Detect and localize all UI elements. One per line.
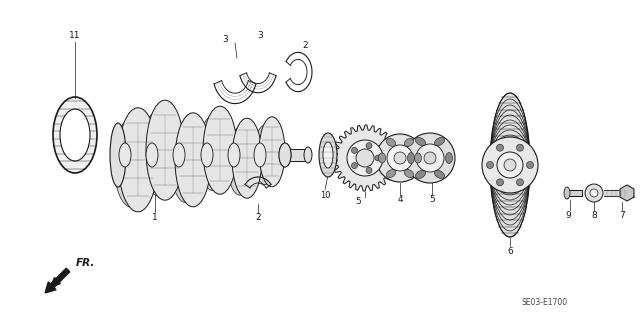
Ellipse shape [527, 161, 534, 168]
Ellipse shape [228, 143, 240, 167]
Ellipse shape [490, 93, 530, 237]
Ellipse shape [394, 152, 406, 164]
Ellipse shape [110, 123, 126, 187]
Ellipse shape [435, 170, 445, 179]
Ellipse shape [356, 149, 374, 167]
Ellipse shape [504, 159, 516, 171]
Ellipse shape [516, 144, 524, 151]
Ellipse shape [378, 153, 385, 163]
Text: 9: 9 [565, 211, 571, 219]
Ellipse shape [171, 123, 202, 203]
Ellipse shape [387, 170, 396, 177]
Ellipse shape [387, 138, 396, 146]
Ellipse shape [198, 116, 227, 190]
Ellipse shape [60, 109, 90, 161]
Ellipse shape [445, 152, 452, 164]
Ellipse shape [376, 134, 424, 182]
Polygon shape [285, 149, 308, 161]
Text: 4: 4 [397, 196, 403, 204]
Text: 2: 2 [302, 41, 308, 49]
Ellipse shape [279, 143, 291, 167]
Ellipse shape [435, 137, 445, 146]
Ellipse shape [53, 97, 97, 173]
Text: 8: 8 [591, 211, 597, 219]
Ellipse shape [416, 144, 444, 172]
Text: 6: 6 [507, 248, 513, 256]
Ellipse shape [347, 140, 383, 176]
Ellipse shape [482, 137, 538, 193]
Ellipse shape [323, 142, 333, 168]
Ellipse shape [259, 117, 285, 187]
Text: 5: 5 [355, 197, 361, 206]
Ellipse shape [366, 167, 372, 173]
Ellipse shape [351, 147, 358, 153]
Ellipse shape [319, 133, 337, 177]
Ellipse shape [590, 189, 598, 197]
Ellipse shape [114, 119, 148, 207]
Ellipse shape [585, 184, 603, 202]
Text: SE03-E1700: SE03-E1700 [522, 298, 568, 307]
Text: 2: 2 [255, 213, 261, 222]
Ellipse shape [387, 145, 413, 171]
Ellipse shape [227, 127, 253, 195]
Ellipse shape [279, 143, 291, 167]
Ellipse shape [415, 170, 426, 179]
Ellipse shape [254, 143, 266, 167]
Ellipse shape [146, 100, 184, 200]
Polygon shape [620, 185, 634, 201]
Ellipse shape [175, 113, 211, 207]
Ellipse shape [375, 155, 381, 161]
Ellipse shape [203, 106, 237, 194]
Text: 11: 11 [69, 31, 81, 40]
Ellipse shape [486, 161, 493, 168]
Ellipse shape [119, 143, 131, 167]
Ellipse shape [173, 143, 185, 167]
Polygon shape [567, 190, 582, 196]
Text: 5: 5 [429, 196, 435, 204]
Ellipse shape [232, 118, 262, 198]
Ellipse shape [497, 144, 504, 151]
Ellipse shape [497, 152, 523, 178]
Ellipse shape [424, 152, 436, 164]
Polygon shape [332, 125, 398, 191]
Text: 3: 3 [257, 31, 263, 40]
Ellipse shape [405, 133, 455, 183]
Ellipse shape [201, 143, 213, 167]
Ellipse shape [146, 143, 158, 167]
Polygon shape [604, 190, 627, 196]
Ellipse shape [118, 108, 158, 212]
Text: 10: 10 [320, 190, 330, 199]
Ellipse shape [404, 138, 413, 146]
Text: 7: 7 [619, 211, 625, 219]
FancyArrow shape [45, 268, 70, 293]
Ellipse shape [408, 152, 415, 164]
Ellipse shape [142, 111, 174, 196]
Ellipse shape [497, 179, 504, 186]
Ellipse shape [366, 143, 372, 149]
Ellipse shape [415, 137, 426, 146]
Ellipse shape [351, 163, 358, 169]
Ellipse shape [304, 147, 312, 163]
Ellipse shape [516, 179, 524, 186]
Text: FR.: FR. [76, 258, 95, 268]
Ellipse shape [404, 170, 413, 177]
Text: 3: 3 [222, 35, 228, 44]
Text: 1: 1 [152, 213, 158, 222]
Ellipse shape [415, 153, 422, 163]
Ellipse shape [254, 125, 276, 185]
Ellipse shape [564, 187, 570, 199]
